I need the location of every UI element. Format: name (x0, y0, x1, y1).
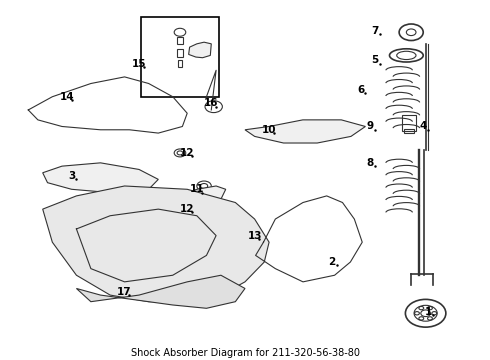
Bar (177, 60, 182, 67)
Polygon shape (43, 163, 158, 193)
Text: 9: 9 (367, 121, 374, 131)
Bar (402, 115, 416, 131)
Bar (176, 49, 183, 57)
Text: 12: 12 (180, 204, 195, 214)
Text: 17: 17 (117, 287, 132, 297)
Text: 16: 16 (204, 98, 219, 108)
Polygon shape (189, 42, 211, 58)
Text: 1: 1 (424, 307, 432, 316)
Polygon shape (76, 275, 245, 308)
Bar (176, 37, 183, 45)
Text: 13: 13 (247, 230, 262, 240)
Text: 8: 8 (367, 158, 374, 168)
Text: 10: 10 (262, 125, 276, 135)
Text: 6: 6 (357, 85, 364, 95)
Text: 2: 2 (328, 257, 335, 267)
Text: 15: 15 (132, 59, 147, 69)
Polygon shape (187, 186, 226, 206)
Text: 12: 12 (180, 148, 195, 158)
Polygon shape (245, 120, 366, 143)
Text: 14: 14 (59, 92, 74, 102)
Text: Shock Absorber Diagram for 211-320-56-38-80: Shock Absorber Diagram for 211-320-56-38… (130, 348, 360, 358)
Text: 3: 3 (68, 171, 75, 181)
Bar (142, 17, 219, 97)
Text: 4: 4 (419, 121, 427, 131)
Polygon shape (43, 186, 269, 302)
Text: 7: 7 (371, 26, 379, 36)
Bar (404, 129, 414, 133)
Text: 5: 5 (371, 55, 379, 66)
Text: 11: 11 (190, 184, 204, 194)
